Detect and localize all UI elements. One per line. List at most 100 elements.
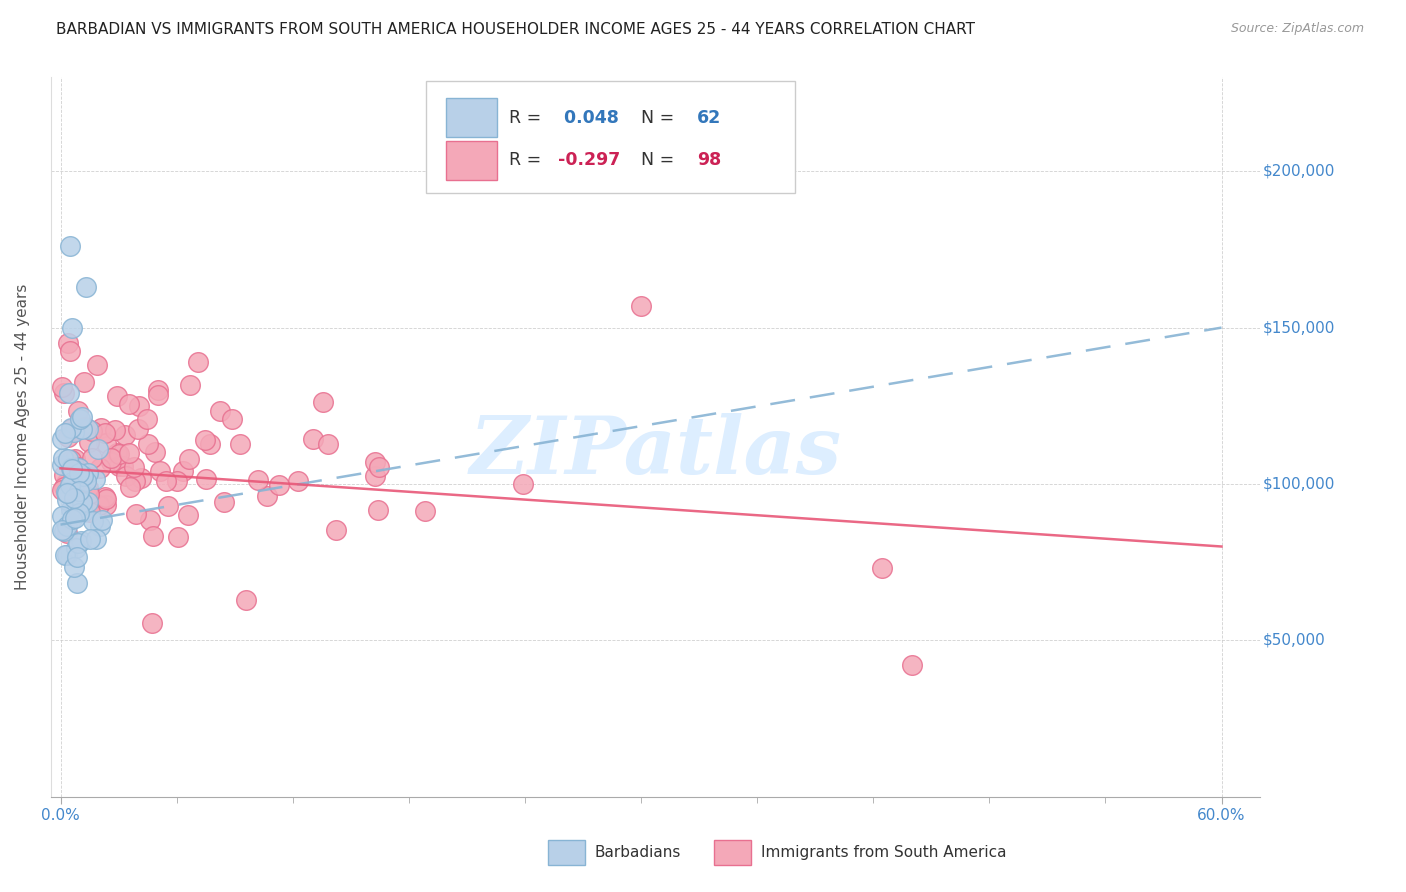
Point <box>167 530 190 544</box>
Point <box>65 541 87 556</box>
Point <box>177 451 200 466</box>
Point <box>100 455 122 469</box>
Point <box>512 477 534 491</box>
Point <box>67 461 90 475</box>
Point <box>198 437 221 451</box>
Point <box>94 492 117 507</box>
Point <box>212 495 235 509</box>
Text: $100,000: $100,000 <box>1263 476 1336 491</box>
Point <box>66 404 89 418</box>
Point <box>55 475 77 490</box>
Point <box>120 480 142 494</box>
Text: Immigrants from South America: Immigrants from South America <box>761 846 1007 860</box>
Point <box>125 507 148 521</box>
Text: $50,000: $50,000 <box>1263 632 1326 648</box>
Point <box>56 549 79 563</box>
Point <box>51 508 73 523</box>
Point <box>84 472 107 486</box>
Point <box>86 533 108 547</box>
Point <box>96 498 118 512</box>
Point <box>55 548 77 562</box>
Point <box>63 491 86 506</box>
FancyBboxPatch shape <box>446 141 498 180</box>
Point <box>51 432 73 446</box>
Point <box>63 451 86 466</box>
Text: R =: R = <box>509 109 547 127</box>
Point <box>55 525 77 540</box>
Point <box>208 404 231 418</box>
Point <box>79 505 101 519</box>
Point <box>72 375 94 389</box>
Point <box>62 502 84 516</box>
Point <box>870 561 893 575</box>
Point <box>56 493 79 508</box>
Point <box>69 533 91 548</box>
Point <box>108 447 131 461</box>
Point <box>94 490 117 504</box>
Point <box>63 425 86 439</box>
Point <box>630 299 652 313</box>
Point <box>82 514 104 528</box>
Point <box>62 467 84 481</box>
Point <box>267 478 290 492</box>
Point <box>287 474 309 488</box>
Point <box>124 460 146 475</box>
Point <box>229 437 252 451</box>
Point <box>58 386 80 401</box>
FancyBboxPatch shape <box>426 81 794 193</box>
Point <box>53 480 76 494</box>
Text: -0.297: -0.297 <box>558 151 620 169</box>
Point <box>53 425 76 440</box>
Point <box>111 459 134 474</box>
Point <box>80 424 103 438</box>
Text: 62: 62 <box>696 109 721 127</box>
Point <box>56 519 79 533</box>
Point <box>363 468 385 483</box>
Point <box>60 420 83 434</box>
Point <box>156 499 179 513</box>
Point <box>194 472 217 486</box>
Point <box>221 411 243 425</box>
Point <box>75 419 97 434</box>
Text: N =: N = <box>630 151 681 169</box>
Point <box>96 436 118 450</box>
Point <box>69 411 91 425</box>
Point <box>52 386 75 401</box>
Point <box>59 239 82 253</box>
Point <box>51 458 73 472</box>
Text: Barbadians: Barbadians <box>595 846 681 860</box>
Point <box>105 446 128 460</box>
Point <box>72 501 94 516</box>
Point <box>364 455 387 469</box>
Text: Source: ZipAtlas.com: Source: ZipAtlas.com <box>1230 22 1364 36</box>
Point <box>62 476 84 491</box>
Text: N =: N = <box>630 109 681 127</box>
Point <box>89 461 111 475</box>
Point <box>179 377 201 392</box>
FancyBboxPatch shape <box>446 97 498 137</box>
Point <box>80 450 103 465</box>
Point <box>415 504 437 518</box>
Point <box>124 474 146 488</box>
Y-axis label: Householder Income Ages 25 - 44 years: Householder Income Ages 25 - 44 years <box>15 284 30 591</box>
Point <box>77 495 100 509</box>
Point <box>72 505 94 519</box>
Point <box>235 593 257 607</box>
Point <box>58 487 80 501</box>
Point <box>302 432 325 446</box>
Point <box>53 468 76 483</box>
Point <box>53 524 76 538</box>
Point <box>66 575 89 590</box>
Point <box>69 496 91 510</box>
Point <box>63 560 86 574</box>
Text: $200,000: $200,000 <box>1263 164 1336 178</box>
Point <box>145 445 167 459</box>
Point <box>136 437 159 451</box>
Point <box>128 399 150 413</box>
Point <box>325 523 347 537</box>
Point <box>52 450 75 465</box>
Point <box>166 474 188 488</box>
Point <box>90 420 112 434</box>
Text: 98: 98 <box>696 151 721 169</box>
Point <box>76 422 98 436</box>
